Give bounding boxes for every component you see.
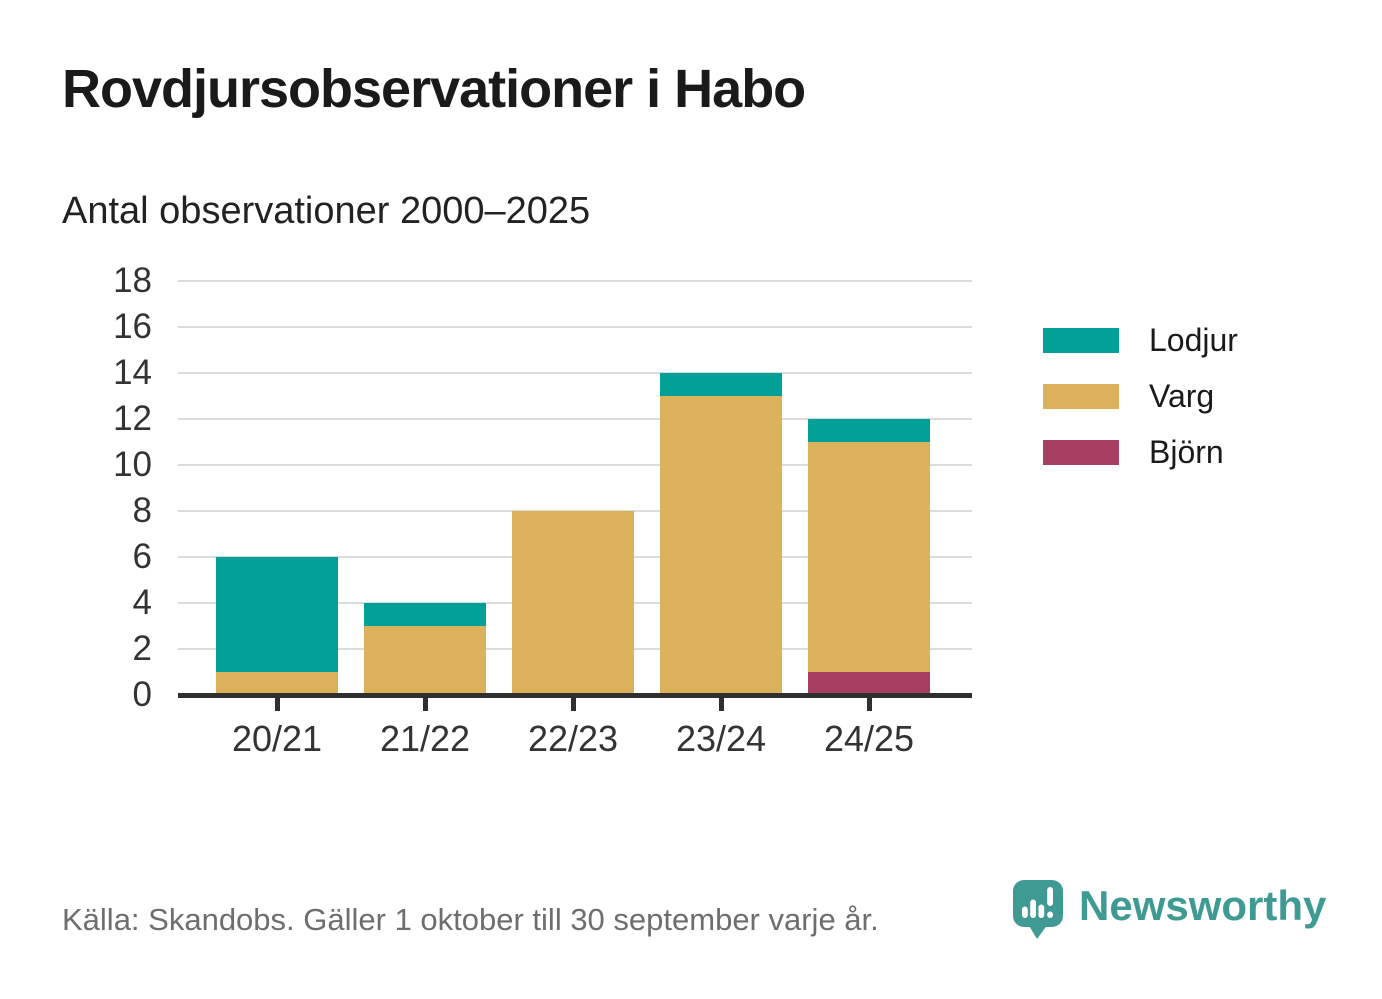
- legend-label-varg: Varg: [1149, 377, 1215, 414]
- x-axis-tick-label: 22/23: [527, 718, 619, 759]
- x-axis-tick: [570, 698, 576, 711]
- x-axis-tick: [718, 698, 724, 711]
- brand-lockup: Newsworthy: [1013, 880, 1326, 942]
- y-gridline: [178, 464, 972, 466]
- chart-legend: Lodjur Varg Björn: [1043, 312, 1238, 480]
- y-gridline: [178, 326, 972, 328]
- y-axis-tick-label: 6: [132, 537, 152, 576]
- y-axis-tick-label: 18: [113, 261, 152, 300]
- bar-segment-lodjur-21-22: [364, 603, 486, 626]
- newsworthy-speech-bubble-chart-icon: [1013, 880, 1063, 939]
- x-axis-tick: [274, 698, 280, 711]
- source-note: Källa: Skandobs. Gäller 1 oktober till 3…: [62, 902, 879, 937]
- x-axis-tick: [866, 698, 872, 711]
- chart-subtitle: Antal observationer 2000–2025: [62, 190, 591, 232]
- x-axis-tick-label: 23/24: [675, 718, 767, 759]
- bar-segment-varg-24-25: [808, 442, 930, 672]
- y-axis-tick-label: 12: [113, 399, 152, 438]
- y-axis-tick-label: 8: [132, 491, 152, 530]
- legend-swatch-lodjur: [1043, 327, 1119, 353]
- y-axis-tick-label: 4: [132, 583, 152, 622]
- legend-label-björn: Björn: [1149, 433, 1224, 470]
- x-axis-tick: [422, 698, 428, 711]
- y-gridline: [178, 280, 972, 282]
- y-axis-tick-label: 10: [113, 445, 152, 484]
- x-axis-tick-label: 20/21: [231, 718, 323, 759]
- bar-segment-varg-20-21: [216, 672, 338, 695]
- x-axis-tick-label: 21/22: [379, 718, 471, 759]
- legend-swatch-björn: [1043, 439, 1119, 465]
- chart-title: Rovdjursobservationer i Habo: [62, 59, 806, 119]
- y-axis-tick-label: 16: [113, 307, 152, 346]
- y-gridline: [178, 418, 972, 420]
- bar-segment-lodjur-23-24: [660, 373, 782, 396]
- brand-wordmark: Newsworthy: [1079, 882, 1327, 929]
- bar-segment-varg-21-22: [364, 626, 486, 695]
- legend-item-lodjur: Lodjur: [1043, 312, 1238, 368]
- bar-segment-varg-23-24: [660, 396, 782, 695]
- legend-item-björn: Björn: [1043, 424, 1238, 480]
- y-axis-tick-label: 2: [132, 629, 152, 668]
- y-axis-tick-label: 0: [132, 675, 152, 714]
- bar-segment-lodjur-24-25: [808, 419, 930, 442]
- bar-segment-lodjur-20-21: [216, 557, 338, 672]
- legend-item-varg: Varg: [1043, 368, 1238, 424]
- y-axis-tick-label: 14: [113, 353, 152, 392]
- x-axis-line: [178, 693, 972, 698]
- y-gridline: [178, 372, 972, 374]
- x-axis-tick-label: 24/25: [823, 718, 915, 759]
- bar-segment-björn-24-25: [808, 672, 930, 695]
- legend-label-lodjur: Lodjur: [1149, 321, 1238, 358]
- bar-segment-varg-22-23: [512, 511, 634, 695]
- legend-swatch-varg: [1043, 383, 1119, 409]
